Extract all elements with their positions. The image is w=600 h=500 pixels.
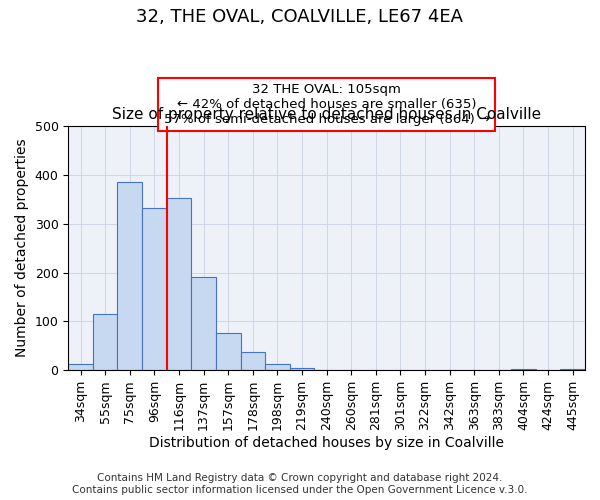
Bar <box>560 369 585 370</box>
Text: 32 THE OVAL: 105sqm
← 42% of detached houses are smaller (635)
57% of semi-detac: 32 THE OVAL: 105sqm ← 42% of detached ho… <box>164 83 490 126</box>
Bar <box>191 278 216 370</box>
Bar <box>265 364 290 370</box>
Title: Size of property relative to detached houses in Coalville: Size of property relative to detached ho… <box>112 107 541 122</box>
Bar <box>167 198 191 370</box>
Y-axis label: Number of detached properties: Number of detached properties <box>15 139 29 358</box>
Text: 32, THE OVAL, COALVILLE, LE67 4EA: 32, THE OVAL, COALVILLE, LE67 4EA <box>137 8 464 26</box>
Bar <box>93 314 118 370</box>
Bar <box>68 364 93 370</box>
Bar <box>118 182 142 370</box>
Bar <box>511 369 536 370</box>
Text: Contains HM Land Registry data © Crown copyright and database right 2024.
Contai: Contains HM Land Registry data © Crown c… <box>72 474 528 495</box>
Bar <box>290 368 314 370</box>
Bar <box>142 208 167 370</box>
Bar <box>241 352 265 370</box>
X-axis label: Distribution of detached houses by size in Coalville: Distribution of detached houses by size … <box>149 436 504 450</box>
Bar <box>216 333 241 370</box>
